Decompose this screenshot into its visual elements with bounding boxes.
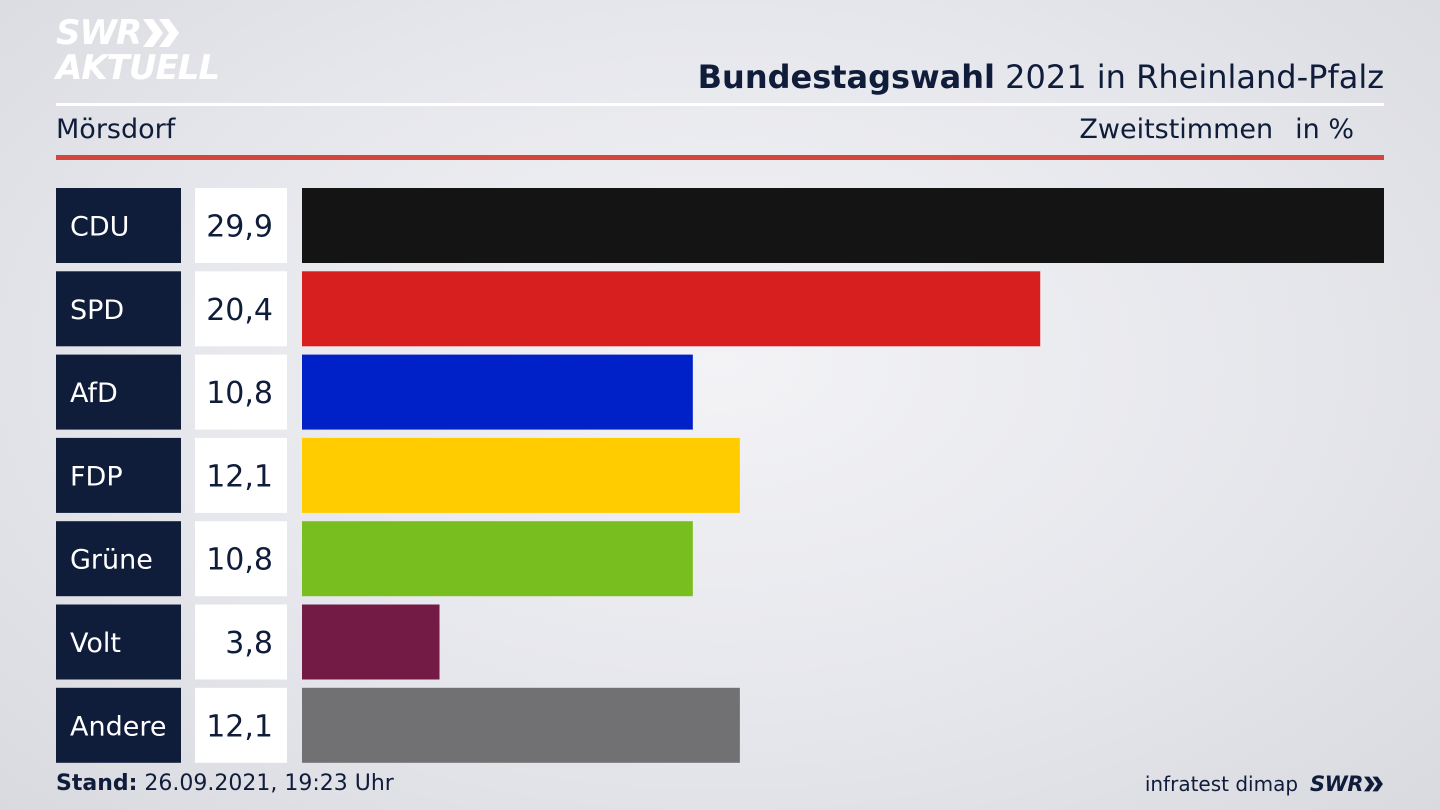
bar-volt bbox=[302, 604, 440, 680]
logo-line-1: SWR bbox=[56, 13, 142, 53]
double-chevron-small-icon bbox=[1364, 776, 1383, 792]
location-label: Mörsdorf bbox=[56, 114, 176, 145]
value-label-spd: 20,4 bbox=[206, 293, 273, 328]
header-divider bbox=[56, 103, 1384, 106]
party-label-box-spd bbox=[56, 271, 181, 347]
title-bold: Bundestagswahl bbox=[697, 58, 995, 96]
logo-line-2: AKTUELL bbox=[56, 48, 220, 88]
value-label-afd: 10,8 bbox=[206, 376, 273, 411]
title-rest: 2021 in Rheinland-Pfalz bbox=[995, 58, 1384, 96]
value-box-fdp bbox=[195, 437, 287, 513]
double-chevron-icon bbox=[143, 19, 180, 47]
bar-gr-ne bbox=[302, 521, 693, 597]
value-label-fdp: 12,1 bbox=[206, 459, 273, 494]
value-label-volt: 3,8 bbox=[225, 626, 273, 661]
unit-label: in % bbox=[1295, 114, 1354, 145]
bar-spd bbox=[302, 271, 1041, 347]
source-credit: infratest dimap SWR bbox=[1145, 772, 1384, 796]
bar-andere bbox=[302, 687, 740, 763]
party-label-andere: Andere bbox=[70, 711, 166, 742]
chart-title: Bundestagswahl 2021 in Rheinland-Pfalz bbox=[698, 58, 1384, 96]
source-label: infratest dimap bbox=[1144, 772, 1299, 796]
value-box-andere bbox=[195, 687, 287, 763]
party-label-box-andere bbox=[56, 687, 181, 763]
value-box-gr-ne bbox=[195, 521, 287, 597]
bar-fdp bbox=[302, 437, 740, 513]
party-label-box-volt bbox=[56, 604, 181, 680]
value-label-cdu: 29,9 bbox=[206, 210, 273, 245]
value-box-spd bbox=[195, 271, 287, 347]
party-label-cdu: CDU bbox=[70, 212, 129, 243]
party-label-box-afd bbox=[56, 354, 181, 430]
brand-label: SWR bbox=[1310, 772, 1363, 796]
stand-label: Stand: bbox=[56, 771, 138, 796]
party-label-box-cdu bbox=[56, 188, 181, 263]
swr-aktuell-logo: SWR AKTUELL bbox=[56, 13, 220, 88]
party-label-spd: SPD bbox=[70, 295, 124, 326]
vote-type-and-unit: Zweitstimmen in % bbox=[1079, 114, 1354, 145]
bar-cdu bbox=[302, 188, 1384, 263]
accent-divider bbox=[56, 155, 1384, 160]
value-box-volt bbox=[195, 604, 287, 680]
bar-afd bbox=[302, 354, 693, 430]
value-box-cdu bbox=[195, 188, 287, 263]
value-label-andere: 12,1 bbox=[206, 709, 273, 744]
party-label-fdp: FDP bbox=[70, 461, 123, 492]
party-label-afd: AfD bbox=[70, 378, 118, 409]
swr-small-logo: SWR bbox=[1310, 772, 1384, 796]
party-label-volt: Volt bbox=[70, 628, 121, 659]
value-box-afd bbox=[195, 354, 287, 430]
party-label-box-gr-ne bbox=[56, 521, 181, 597]
value-label-gr-ne: 10,8 bbox=[206, 543, 273, 578]
timestamp: Stand: 26.09.2021, 19:23 Uhr bbox=[56, 771, 394, 796]
stand-value: 26.09.2021, 19:23 Uhr bbox=[137, 771, 394, 796]
vote-type-label: Zweitstimmen bbox=[1079, 114, 1274, 145]
party-label-box-fdp bbox=[56, 437, 181, 513]
party-label-gr-ne: Grüne bbox=[70, 545, 153, 576]
